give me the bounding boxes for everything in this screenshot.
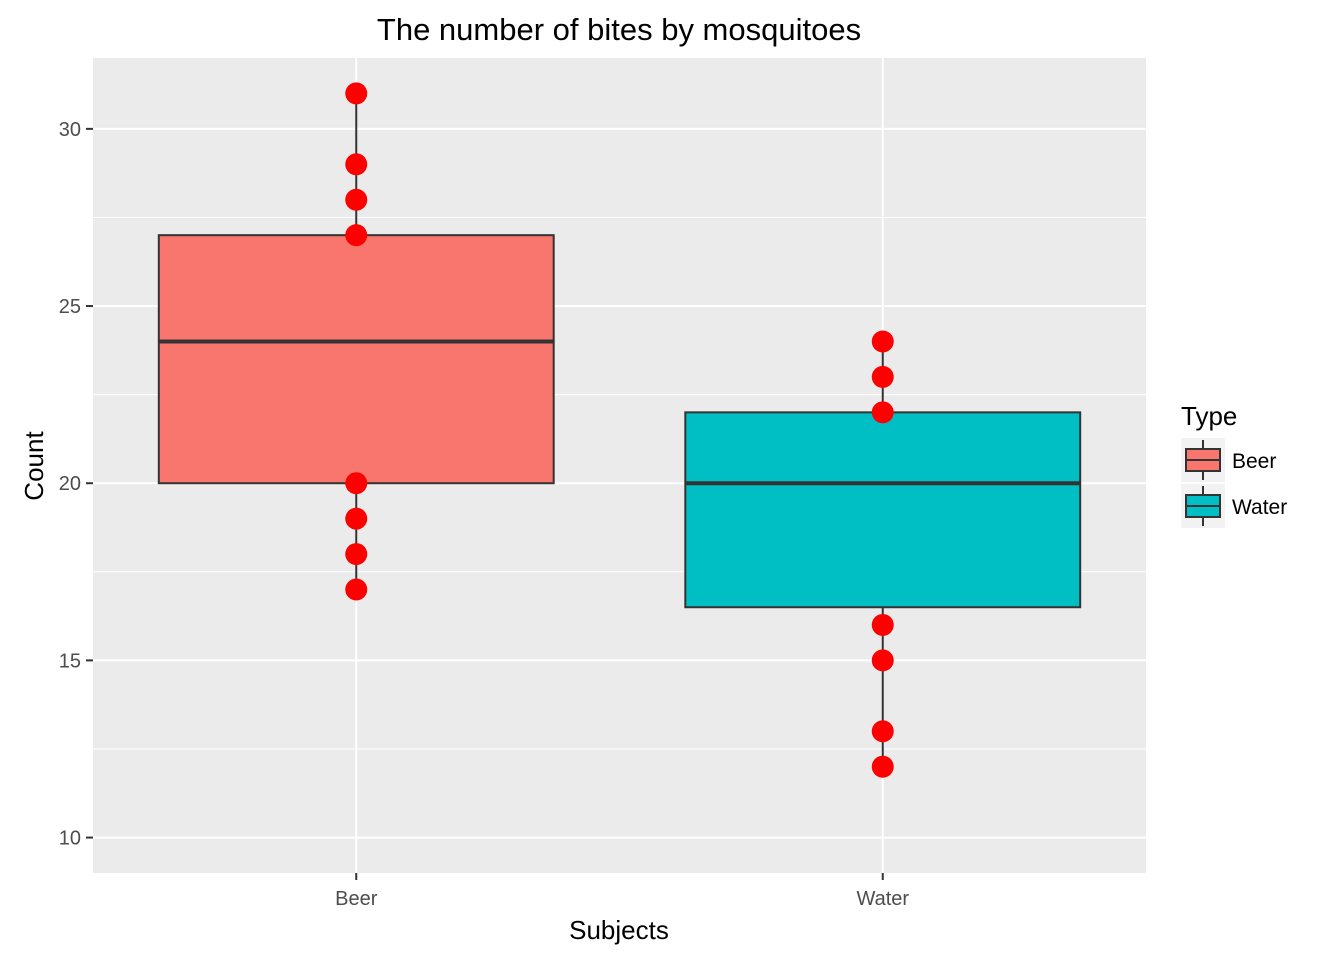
- data-point: [345, 543, 368, 566]
- legend-label: Beer: [1232, 450, 1276, 473]
- data-point: [345, 578, 368, 601]
- legend-title: Type: [1181, 401, 1237, 431]
- legend: Type Beer Water: [1181, 401, 1287, 528]
- data-point: [345, 188, 368, 211]
- plot-panel: [93, 58, 1146, 873]
- data-point: [871, 649, 894, 672]
- data-point: [345, 224, 368, 247]
- data-point: [345, 472, 368, 495]
- x-axis-title: Subjects: [569, 915, 669, 945]
- legend-entry-water: Water: [1181, 484, 1287, 528]
- y-tick-label: 30: [59, 119, 81, 141]
- data-point: [871, 365, 894, 388]
- points-water: [871, 330, 894, 778]
- y-tick-label: 15: [59, 650, 81, 672]
- y-tick-label: 20: [59, 473, 81, 495]
- box-water: [684, 341, 1082, 767]
- chart-title: The number of bites by mosquitoes: [377, 12, 861, 47]
- x-tick-label: Beer: [335, 888, 378, 910]
- legend-label: Water: [1232, 496, 1287, 519]
- points-beer: [345, 82, 368, 601]
- box-body: [157, 234, 555, 485]
- data-point: [871, 613, 894, 636]
- box-beer: [157, 93, 555, 590]
- y-axis-title: Count: [19, 431, 49, 501]
- data-point: [871, 755, 894, 778]
- data-point: [871, 330, 894, 353]
- x-axis: Beer Water: [335, 873, 909, 910]
- data-point: [345, 82, 368, 105]
- data-point: [345, 153, 368, 176]
- x-tick-label: Water: [856, 888, 909, 910]
- y-axis: 10 15 20 25 30: [59, 119, 93, 850]
- y-tick-label: 10: [59, 828, 81, 850]
- data-point: [871, 401, 894, 424]
- data-point: [871, 720, 894, 743]
- data-point: [345, 507, 368, 530]
- legend-entry-beer: Beer: [1181, 438, 1276, 482]
- y-tick-label: 25: [59, 296, 81, 318]
- box-body: [684, 411, 1082, 609]
